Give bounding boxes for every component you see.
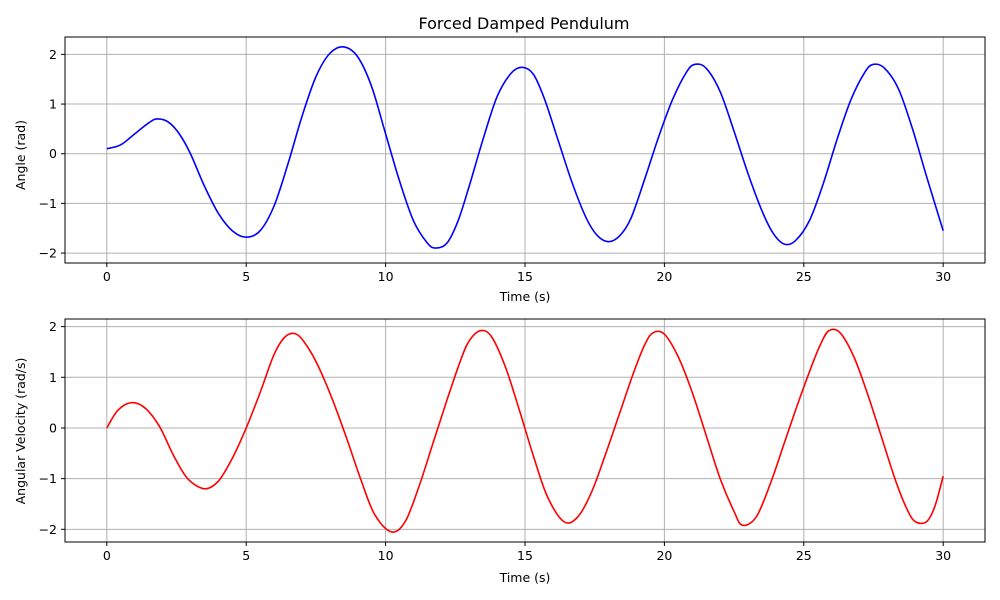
angle-x-tick-label: 0 xyxy=(103,269,111,284)
velocity-subplot: 0 5 10 15 20 25 30 −2 −1 0 1 2 Time (s) Angular Vel… xyxy=(13,318,986,585)
velocity-x-tick-label: 15 xyxy=(517,548,533,563)
angle-grid xyxy=(65,37,985,263)
velocity-ticks: 0 5 10 15 20 25 30 −2 −1 0 1 2 xyxy=(39,319,952,563)
angle-x-tick-label: 20 xyxy=(656,269,672,284)
velocity-x-tick-label: 30 xyxy=(935,548,951,563)
angle-series-line xyxy=(106,46,944,249)
velocity-x-tick-label: 10 xyxy=(378,548,394,563)
velocity-x-tick-label: 0 xyxy=(103,548,111,563)
velocity-y-tick-label: −1 xyxy=(39,471,57,486)
velocity-y-tick-label: 2 xyxy=(49,319,57,334)
angle-y-tick-label: 1 xyxy=(49,97,57,112)
angle-x-tick-label: 10 xyxy=(378,269,394,284)
angle-x-tick-label: 5 xyxy=(242,269,250,284)
velocity-x-tick-label: 25 xyxy=(796,548,812,563)
velocity-x-axis-label: Time (s) xyxy=(499,570,551,585)
angle-x-tick-label: 25 xyxy=(796,269,812,284)
angle-y-tick-label: 2 xyxy=(49,47,57,62)
angle-x-tick-label: 30 xyxy=(935,269,951,284)
angle-y-tick-label: 0 xyxy=(49,146,57,161)
velocity-grid xyxy=(65,319,985,542)
velocity-y-axis-label: Angular Velocity (rad/s) xyxy=(13,358,28,505)
chart-title: Forced Damped Pendulum xyxy=(418,14,629,33)
angle-x-axis-label: Time (s) xyxy=(499,289,551,304)
angle-y-tick-label: −2 xyxy=(39,246,57,261)
velocity-y-tick-label: 1 xyxy=(49,370,57,385)
velocity-y-tick-label: 0 xyxy=(49,420,57,435)
velocity-x-tick-label: 5 xyxy=(242,548,250,563)
angle-ticks: 0 5 10 15 20 25 30 −2 −1 0 1 2 xyxy=(39,47,952,284)
velocity-y-tick-label: −2 xyxy=(39,522,57,537)
angle-subplot: Forced Damped Pendulum 0 5 10 15 20 25 30−2−10… xyxy=(13,14,986,304)
velocity-series-line xyxy=(106,328,944,533)
angle-x-tick-label: 15 xyxy=(517,269,533,284)
angle-y-tick-label: −1 xyxy=(39,196,57,211)
velocity-plot-frame xyxy=(64,318,986,543)
angle-plot-frame xyxy=(64,36,986,264)
angle-y-axis-label: Angle (rad) xyxy=(13,120,28,190)
velocity-x-tick-label: 20 xyxy=(656,548,672,563)
